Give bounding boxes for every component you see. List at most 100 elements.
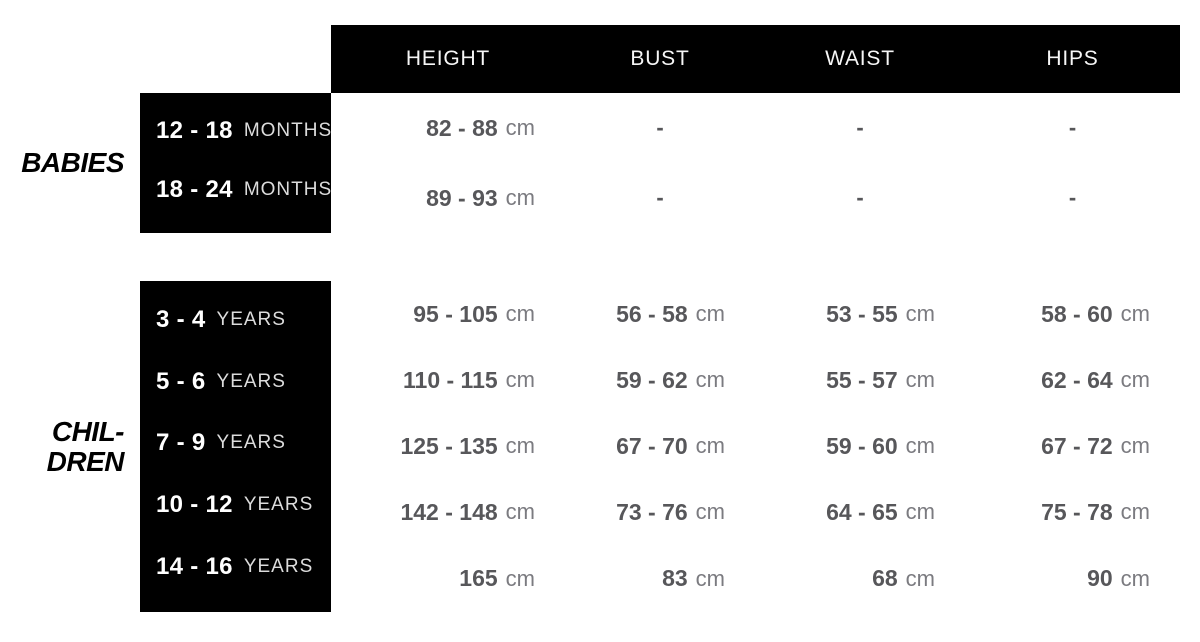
measurement-value: 64 - 65	[826, 498, 898, 525]
no-data-dash: -	[856, 115, 864, 140]
measurement-value: 83	[662, 565, 688, 591]
measurement-value: 110 - 115	[403, 366, 498, 393]
cell-waist: 59 - 60 cm	[755, 413, 965, 479]
age-range-value: 14 - 16	[156, 553, 233, 581]
measurement-unit: cm	[1120, 367, 1150, 392]
measurement-value: 142 - 148	[400, 498, 498, 525]
age-range-unit: YEARS	[216, 432, 286, 454]
cell-bust: 56 - 58 cm	[565, 281, 755, 347]
no-data-dash: -	[1068, 115, 1077, 140]
measurement-unit: cm	[695, 433, 725, 458]
column-header-label: WAIST	[825, 47, 895, 70]
table-header-bar	[331, 25, 1180, 93]
cell-hips: 62 - 64 cm	[965, 347, 1180, 413]
cell-bust: 67 - 70 cm	[565, 413, 755, 479]
column-header-waist: WAIST	[755, 25, 965, 93]
age-range-unit: YEARS	[216, 370, 286, 392]
cell-waist: 53 - 55 cm	[755, 281, 965, 347]
age-range-row: 14 - 16 YEARS	[140, 536, 331, 598]
age-range-row: 10 - 12 YEARS	[140, 474, 331, 536]
cell-height: 125 - 135 cm	[331, 413, 565, 479]
measurement-value: 165	[459, 565, 498, 591]
age-range-unit: YEARS	[243, 494, 314, 516]
age-range-unit: MONTHS	[243, 119, 333, 141]
cell-bust: 83 cm	[565, 545, 755, 612]
babies-age-panel: 12 - 18 MONTHS 18 - 24 MONTHS	[140, 93, 331, 233]
cell-height: 89 - 93 cm	[331, 163, 565, 233]
measurement-value: 73 - 76	[616, 498, 688, 525]
cell-height: 82 - 88 cm	[331, 93, 565, 163]
cell-waist: 55 - 57 cm	[755, 347, 965, 413]
cell-hips: -	[965, 93, 1180, 163]
age-range-row: 7 - 9 YEARS	[140, 413, 331, 475]
measurement-unit: cm	[1120, 499, 1150, 524]
measurement-unit: cm	[505, 433, 535, 458]
age-range-value: 5 - 6	[156, 367, 206, 395]
measurement-value: 68	[872, 565, 898, 591]
cell-hips: -	[965, 163, 1180, 233]
no-data-dash: -	[1068, 185, 1077, 210]
age-range-value: 3 - 4	[156, 305, 206, 333]
age-range-value: 12 - 18	[156, 116, 233, 144]
measurement-unit: cm	[505, 499, 535, 524]
section-label-children: CHIL- DREN	[0, 281, 140, 612]
column-header-label: HEIGHT	[405, 47, 491, 70]
section-label-line: BABIES	[21, 147, 124, 179]
measurement-unit: cm	[1120, 433, 1150, 458]
measurement-value: 62 - 64	[1041, 366, 1113, 393]
age-range-unit: MONTHS	[243, 178, 333, 200]
measurement-unit: cm	[905, 499, 935, 524]
measurement-value: 53 - 55	[826, 300, 898, 327]
section-label-line: CHIL-	[51, 416, 125, 448]
cell-height: 142 - 148 cm	[331, 479, 565, 545]
cell-hips: 67 - 72 cm	[965, 413, 1180, 479]
age-range-row: 3 - 4 YEARS	[140, 289, 331, 351]
measurement-unit: cm	[905, 301, 935, 326]
age-range-row: 12 - 18 MONTHS	[140, 101, 331, 160]
cell-hips: 90 cm	[965, 545, 1180, 612]
no-data-dash: -	[856, 185, 864, 210]
age-range-row: 5 - 6 YEARS	[140, 351, 331, 413]
column-header-label: BUST	[630, 47, 690, 70]
no-data-dash: -	[656, 185, 664, 210]
measurement-unit: cm	[695, 499, 725, 524]
cell-height: 110 - 115 cm	[331, 347, 565, 413]
age-range-row: 18 - 24 MONTHS	[140, 160, 331, 219]
measurement-unit: cm	[505, 301, 535, 326]
measurement-value: 89 - 93	[426, 184, 498, 211]
measurement-value: 82 - 88	[426, 114, 498, 141]
section-label-line: DREN	[46, 445, 125, 477]
cell-bust: -	[565, 93, 755, 163]
cell-waist: -	[755, 163, 965, 233]
measurement-value: 55 - 57	[826, 366, 898, 393]
measurement-value: 75 - 78	[1041, 498, 1113, 525]
measurement-value: 67 - 70	[616, 432, 688, 459]
measurement-unit: cm	[905, 367, 935, 392]
cell-waist: 64 - 65 cm	[755, 479, 965, 545]
measurement-unit: cm	[905, 433, 935, 458]
measurement-value: 125 - 135	[400, 432, 498, 459]
measurement-unit: cm	[505, 115, 535, 140]
section-label-babies: BABIES	[0, 93, 140, 233]
age-range-value: 10 - 12	[156, 491, 233, 519]
measurement-unit: cm	[505, 367, 535, 392]
cell-height: 165 cm	[331, 545, 565, 612]
age-range-value: 7 - 9	[156, 429, 206, 457]
age-range-unit: YEARS	[216, 308, 286, 330]
age-range-value: 18 - 24	[156, 175, 233, 203]
cell-hips: 58 - 60 cm	[965, 281, 1180, 347]
size-chart-grid: HEIGHT BUST WAIST HIPS BABIES CHIL- DREN…	[0, 25, 1180, 612]
measurement-unit: cm	[1120, 301, 1150, 326]
measurement-unit: cm	[505, 565, 535, 591]
measurement-unit: cm	[905, 565, 935, 591]
measurement-unit: cm	[695, 301, 725, 326]
measurement-unit: cm	[695, 565, 725, 591]
column-header-height: HEIGHT	[331, 25, 565, 93]
children-age-panel: 3 - 4 YEARS 5 - 6 YEARS 7 - 9 YEARS 10 -…	[140, 281, 331, 612]
measurement-value: 67 - 72	[1041, 432, 1113, 459]
cell-height: 95 - 105 cm	[331, 281, 565, 347]
cell-hips: 75 - 78 cm	[965, 479, 1180, 545]
column-header-bust: BUST	[565, 25, 755, 93]
cell-bust: 73 - 76 cm	[565, 479, 755, 545]
cell-waist: 68 cm	[755, 545, 965, 612]
